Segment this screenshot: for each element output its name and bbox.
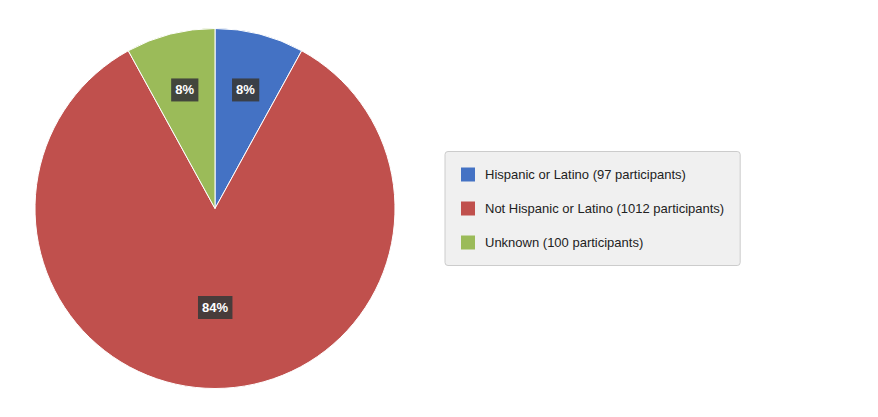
legend-swatch <box>461 202 475 216</box>
data-label: 84% <box>202 300 228 315</box>
legend-label: Hispanic or Latino (97 participants) <box>485 167 686 182</box>
data-label-bg <box>198 296 232 319</box>
legend-swatch <box>461 236 475 250</box>
pie <box>35 29 395 389</box>
data-label: 8% <box>236 82 255 97</box>
data-labels: 8% 84% 8% <box>171 78 259 319</box>
chart: 8% 84% 8% Hispanic or Latino (97 participan… <box>0 0 878 417</box>
legend: Hispanic or Latino (97 participants) Not … <box>445 152 740 266</box>
pie-slice <box>128 29 215 209</box>
legend-frame <box>445 152 740 266</box>
legend-swatch <box>461 168 475 182</box>
data-label-group: 84% <box>198 296 232 319</box>
data-label-bg <box>171 78 198 101</box>
data-label-group: 8% <box>232 78 259 101</box>
legend-label: Not Hispanic or Latino (1012 participant… <box>485 201 724 216</box>
legend-label: Unknown (100 participants) <box>485 235 643 250</box>
data-label: 8% <box>175 82 194 97</box>
data-label-group: 8% <box>171 78 198 101</box>
data-label-bg <box>232 78 259 101</box>
